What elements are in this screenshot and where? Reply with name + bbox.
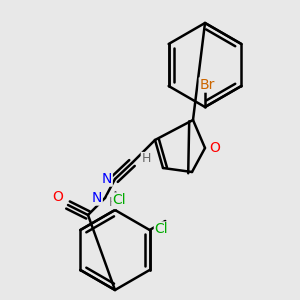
Text: O: O bbox=[52, 190, 63, 204]
Text: H: H bbox=[108, 196, 118, 208]
Text: N: N bbox=[92, 191, 102, 205]
Text: H: H bbox=[141, 152, 151, 166]
Text: Cl: Cl bbox=[154, 222, 168, 236]
Text: O: O bbox=[210, 141, 220, 155]
Text: Br: Br bbox=[199, 78, 215, 92]
Text: N: N bbox=[102, 172, 112, 186]
Text: Cl: Cl bbox=[112, 193, 126, 207]
